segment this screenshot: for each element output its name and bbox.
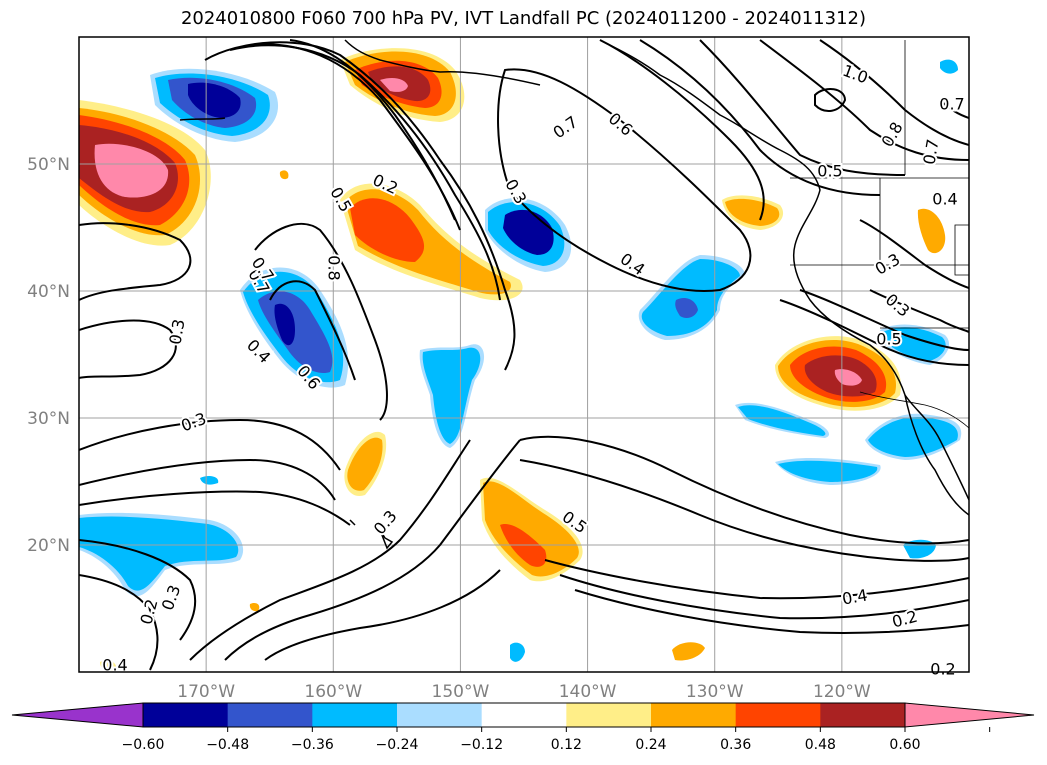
colorbar: −0.60 −0.48 −0.36 −0.24 −0.12 0.12 0.24 0.36 0.4…: [11, 702, 1035, 753]
contour-label: 0.7: [939, 95, 964, 114]
graticule: [79, 37, 969, 672]
latitude-labels: 50°N 40°N 30°N 20°N: [27, 155, 70, 556]
colorbar-tick-label: 0.24: [635, 737, 666, 753]
map-frame: [78, 36, 970, 673]
contour-label: 0.2: [930, 660, 955, 679]
colorbar-tick-label: −0.60: [122, 737, 165, 753]
longitude-label: 150°W: [432, 682, 490, 702]
longitude-label: 170°W: [177, 682, 235, 702]
colorbar-tick-label: 0.12: [551, 737, 582, 753]
colorbar-segment: [227, 703, 313, 727]
latitude-label: 50°N: [27, 155, 70, 175]
colorbar-segment: [566, 703, 652, 727]
contour-label: 0.8: [325, 255, 344, 280]
longitude-labels: 170°W 160°W 150°W 140°W 130°W 120°W: [177, 682, 871, 702]
colorbar-segment: [143, 703, 229, 727]
longitude-label: 140°W: [559, 682, 617, 702]
coastline: [179, 39, 969, 550]
colorbar-tick-label: −0.48: [206, 737, 249, 753]
longitude-label: 160°W: [304, 682, 362, 702]
colorbar-tick-label: 0.36: [720, 737, 751, 753]
latitude-label: 40°N: [27, 282, 70, 302]
political-borders: [790, 40, 969, 429]
colorbar-segment: [397, 703, 483, 727]
colorbar-tick-label: −0.12: [460, 737, 503, 753]
longitude-label: 120°W: [813, 682, 871, 702]
contour-label: 0.5: [876, 330, 901, 349]
contour-label: 0.5: [817, 162, 842, 181]
contour-label: 0.4: [102, 656, 127, 675]
latitude-label: 30°N: [27, 409, 70, 429]
colorbar-tick-label: −0.24: [376, 737, 419, 753]
colorbar-segment: [312, 703, 398, 727]
map-title: 2024010800 F060 700 hPa PV, IVT Landfall…: [180, 8, 867, 29]
contour-lines: [79, 39, 969, 671]
longitude-label: 130°W: [686, 682, 744, 702]
colorbar-tick-label: 0.48: [805, 737, 836, 753]
colorbar-frame: [142, 702, 906, 728]
colorbar-segment: [820, 703, 906, 727]
colorbar-tick-label: −0.36: [291, 737, 334, 753]
colorbar-tick-label: 0.60: [889, 737, 920, 753]
colorbar-segment: [735, 703, 821, 727]
colorbar-min-extension: [11, 702, 144, 728]
latitude-label: 20°N: [27, 536, 70, 556]
colorbar-segment: [481, 703, 567, 727]
colorbar-segment: [651, 703, 737, 727]
shaded-field: [79, 48, 962, 671]
contour-label: 0.4: [932, 190, 957, 209]
colorbar-max-extension: [904, 702, 1035, 728]
